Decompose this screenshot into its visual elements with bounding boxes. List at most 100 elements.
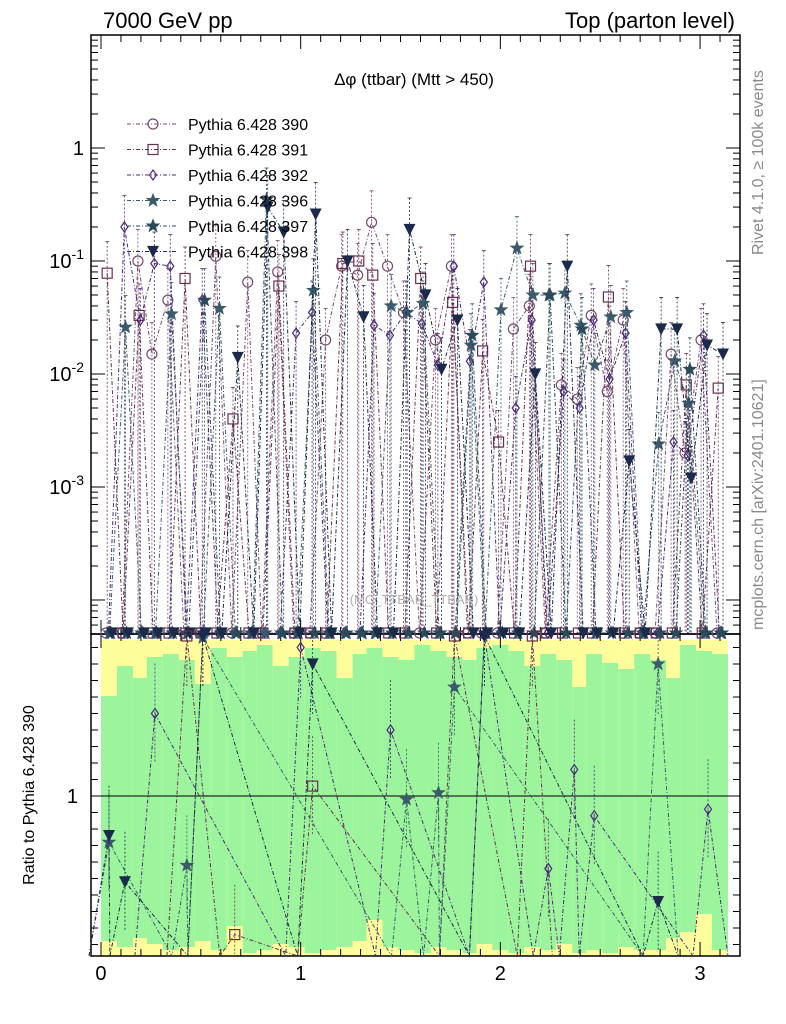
data-point [383,298,399,313]
series-line [110,199,722,634]
ratio-band-green [634,654,651,950]
header-right: Top (parton level) [565,8,735,33]
data-point [150,257,159,270]
series-line [109,246,721,634]
data-point [101,267,113,279]
data-point [416,625,432,640]
data-point [403,223,416,236]
data-point [464,327,480,342]
ratio-band-green [462,660,479,953]
data-point [257,625,273,640]
data-point [275,625,290,640]
data-point [605,373,614,386]
ratio-band-green [556,660,573,944]
data-point [589,314,598,327]
data-point [545,627,558,640]
ratio-band-green [194,684,211,941]
ratio-band-green [398,660,415,950]
data-point [339,625,354,640]
data-point [526,625,542,640]
data-point [399,304,415,319]
ratio-band-green [132,678,149,938]
data-point [507,323,519,335]
ratio-point [118,876,131,889]
data-point [121,627,134,640]
legend-marker [147,118,159,130]
ratio-point [306,658,319,671]
data-point [607,627,620,640]
ratio-band-green [162,654,179,950]
data-point [341,255,354,268]
data-point [357,311,370,324]
ratio-band-green [242,651,259,953]
ratio-band-green [320,651,337,950]
data-point [415,272,427,285]
ratio-band-green [492,645,509,950]
ratio-band-green [226,657,243,926]
data-point [365,216,378,228]
data-point [603,309,619,324]
data-point [493,302,509,317]
legend-marker [145,218,161,233]
ratio-band-green [666,678,683,938]
ratio-band-green [696,651,713,914]
data-point [451,314,464,327]
y-tick-label: 1 [73,138,84,160]
legend-label: Pythia 6.428 392 [188,168,308,185]
data-point [215,627,228,640]
ratio-point [478,630,491,643]
rivet-label: Rivet 4.1.0, ≥ 100k events [750,70,767,255]
data-point [369,319,379,332]
data-point [415,295,431,310]
data-point [601,385,613,398]
ratio-line [88,634,679,958]
legend-label: Pythia 6.428 396 [188,194,308,211]
ratio-point [181,630,193,642]
data-point [151,627,164,640]
data-point [529,368,542,381]
ratio-band-green [540,654,557,950]
data-point [106,627,118,640]
ratio-point [526,630,538,642]
data-point [681,395,697,410]
data-point [367,269,379,281]
x-tick-label: 2 [495,963,506,985]
data-point [231,351,244,364]
ratio-band-green [712,654,728,950]
mcplots-label: mcplots.cern.ch [arXiv:2401.10621] [750,379,767,630]
ratio-point [386,723,395,737]
data-point [197,292,212,307]
ratio-point [196,630,209,643]
data-point [559,385,568,398]
ratio-point [448,630,461,642]
ratio-series-layer [88,629,729,958]
data-point [325,627,338,640]
data-point [577,627,590,640]
ratio-band-green [366,648,383,920]
data-point [210,250,222,262]
data-point [621,327,630,340]
data-point [242,276,254,288]
ratio-band-green [146,657,163,944]
data-point [371,627,384,640]
ratio-point [229,928,241,941]
data-point [400,625,416,640]
ratio-band-green [572,687,589,953]
data-point [272,266,284,278]
data-point [652,625,668,640]
data-point [585,309,597,322]
legend-label: Pythia 6.428 391 [188,143,308,160]
data-point [277,226,290,239]
data-point [602,291,615,303]
data-point [449,260,459,273]
ratio-point [150,707,160,720]
data-point [387,627,400,640]
data-point [305,282,321,297]
data-point [509,240,525,255]
y-tick-label: 10-2 [49,359,84,386]
ratio-point [307,780,319,792]
data-point [557,285,573,300]
ratio-band-green [210,648,227,950]
data-point [467,627,480,640]
data-point [527,314,536,327]
